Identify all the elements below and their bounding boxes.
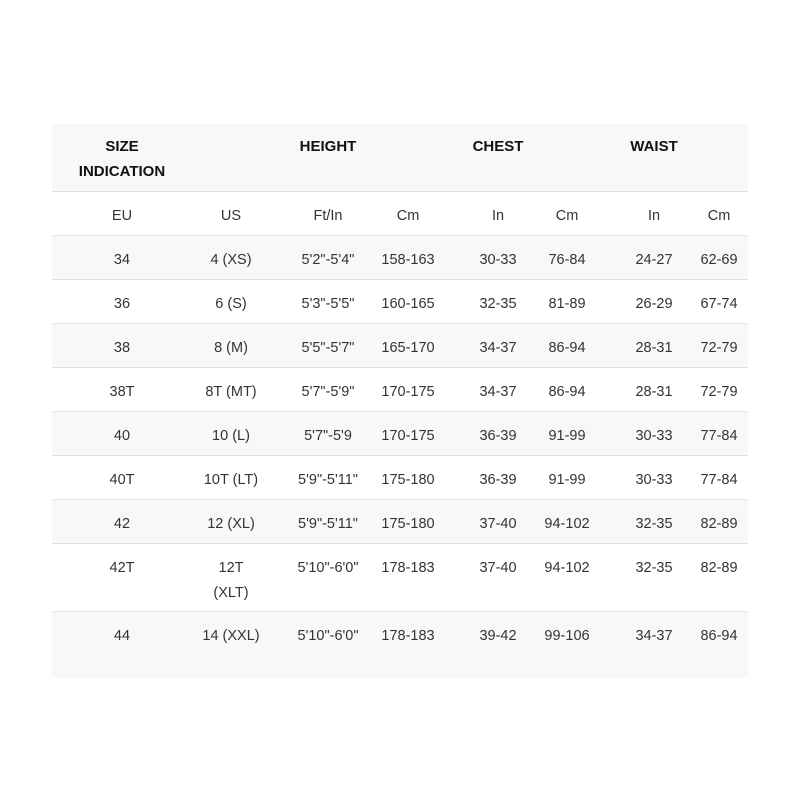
subheader-waist-in: In [647, 208, 661, 224]
cell-us: 12T (XLT) [213, 560, 249, 601]
subheader-chest-cm: Cm [555, 208, 579, 224]
cell-chest-cm: 91-99 [548, 428, 586, 444]
cell-height-cm: 175-180 [381, 472, 435, 488]
cell-chest-in: 37-40 [479, 516, 517, 532]
subheader-waist-cm: Cm [707, 208, 731, 224]
cell-us: 8 (M) [214, 340, 248, 356]
cell-eu: 38T [109, 384, 135, 400]
cell-waist-cm: 77-84 [700, 472, 738, 488]
cell-height-cm: 175-180 [381, 516, 435, 532]
cell-eu: 42T [109, 560, 135, 576]
cell-waist-cm: 72-79 [700, 384, 738, 400]
cell-chest-in: 39-42 [479, 628, 517, 644]
header-size-indication: SIZE INDICATION [78, 138, 166, 180]
cell-eu: 40T [109, 472, 135, 488]
cell-waist-in: 30-33 [635, 472, 673, 488]
subheader-chest-in: In [491, 208, 505, 224]
cell-height-cm: 178-183 [381, 628, 435, 644]
cell-waist-in: 32-35 [635, 516, 673, 532]
cell-us: 12 (XL) [207, 516, 255, 532]
cell-us: 4 (XS) [210, 252, 252, 268]
subheader-row: EU US Ft/In Cm In Cm In Cm [52, 192, 748, 236]
cell-waist-cm: 72-79 [700, 340, 738, 356]
cell-height-ftin: 5'9"-5'11" [298, 472, 358, 488]
cell-height-ftin: 5'9"-5'11" [298, 516, 358, 532]
subheader-height-ftin: Ft/In [313, 208, 343, 224]
cell-waist-in: 34-37 [635, 628, 673, 644]
cell-chest-in: 36-39 [479, 472, 517, 488]
cell-eu: 44 [113, 628, 131, 644]
cell-waist-in: 26-29 [635, 296, 673, 312]
subheader-eu: EU [111, 208, 133, 224]
cell-chest-in: 36-39 [479, 428, 517, 444]
cell-height-cm: 160-165 [381, 296, 435, 312]
cell-waist-in: 32-35 [635, 560, 673, 576]
cell-height-cm: 170-175 [381, 428, 435, 444]
cell-chest-cm: 94-102 [544, 560, 590, 576]
cell-chest-in: 34-37 [479, 384, 517, 400]
cell-waist-cm: 86-94 [700, 628, 738, 644]
cell-chest-cm: 94-102 [544, 516, 590, 532]
cell-height-cm: 178-183 [381, 560, 435, 576]
cell-eu: 34 [113, 252, 131, 268]
cell-waist-in: 24-27 [635, 252, 673, 268]
header-chest: CHEST [472, 138, 524, 155]
cell-height-ftin: 5'2"-5'4" [301, 252, 355, 268]
cell-chest-in: 34-37 [479, 340, 517, 356]
table-row: 42T 12T (XLT) 5'10"-6'0" 178-183 37-40 94-102… [52, 544, 748, 612]
cell-waist-in: 28-31 [635, 340, 673, 356]
cell-us: 8T (MT) [205, 384, 257, 400]
table-row: 38T 8T (MT) 5'7"-5'9" 170-175 34-37 86-94 28-3… [52, 368, 748, 412]
table-row: 38 8 (M) 5'5"-5'7" 165-170 34-37 86-94 28-31 72… [52, 324, 748, 368]
header-row: SIZE INDICATION HEIGHT CHEST WAIST [52, 124, 748, 192]
size-chart-table: SIZE INDICATION HEIGHT CHEST WAIST EU US F… [52, 124, 748, 678]
cell-waist-cm: 67-74 [700, 296, 738, 312]
cell-waist-cm: 77-84 [700, 428, 738, 444]
subheader-us: US [220, 208, 242, 224]
cell-height-cm: 170-175 [381, 384, 435, 400]
table-row: 44 14 (XXL) 5'10"-6'0" 178-183 39-42 99-106 34… [52, 612, 748, 678]
table-row: 40 10 (L) 5'7"-5'9 170-175 36-39 91-99 30-33 77… [52, 412, 748, 456]
cell-chest-in: 37-40 [479, 560, 517, 576]
cell-waist-cm: 82-89 [700, 516, 738, 532]
header-waist: WAIST [630, 138, 678, 155]
cell-height-ftin: 5'10"-6'0" [297, 628, 359, 644]
cell-height-ftin: 5'5"-5'7" [301, 340, 355, 356]
cell-height-ftin: 5'3"-5'5" [301, 296, 355, 312]
table-row: 40T 10T (LT) 5'9"-5'11" 175-180 36-39 91-99 30… [52, 456, 748, 500]
cell-height-ftin: 5'10"-6'0" [297, 560, 359, 576]
cell-waist-in: 30-33 [635, 428, 673, 444]
cell-waist-in: 28-31 [635, 384, 673, 400]
cell-chest-cm: 76-84 [548, 252, 586, 268]
cell-eu: 36 [113, 296, 131, 312]
cell-chest-cm: 91-99 [548, 472, 586, 488]
cell-eu: 40 [113, 428, 131, 444]
cell-waist-cm: 82-89 [700, 560, 738, 576]
table-row: 42 12 (XL) 5'9"-5'11" 175-180 37-40 94-102 32-… [52, 500, 748, 544]
cell-us: 10 (L) [212, 428, 250, 444]
cell-waist-cm: 62-69 [700, 252, 738, 268]
cell-chest-cm: 99-106 [544, 628, 590, 644]
subheader-height-cm: Cm [396, 208, 420, 224]
cell-height-cm: 158-163 [381, 252, 435, 268]
header-height: HEIGHT [299, 138, 357, 155]
cell-us: 14 (XXL) [202, 628, 260, 644]
cell-height-ftin: 5'7"-5'9 [304, 428, 352, 444]
cell-chest-cm: 81-89 [548, 296, 586, 312]
cell-chest-cm: 86-94 [548, 340, 586, 356]
table-row: 34 4 (XS) 5'2"-5'4" 158-163 30-33 76-84 24-27 6… [52, 236, 748, 280]
cell-eu: 42 [113, 516, 131, 532]
cell-eu: 38 [113, 340, 131, 356]
cell-chest-cm: 86-94 [548, 384, 586, 400]
cell-us: 10T (LT) [203, 472, 259, 488]
cell-height-cm: 165-170 [381, 340, 435, 356]
cell-chest-in: 30-33 [479, 252, 517, 268]
cell-chest-in: 32-35 [479, 296, 517, 312]
cell-us: 6 (S) [215, 296, 247, 312]
table-row: 36 6 (S) 5'3"-5'5" 160-165 32-35 81-89 26-29 67… [52, 280, 748, 324]
cell-height-ftin: 5'7"-5'9" [301, 384, 355, 400]
